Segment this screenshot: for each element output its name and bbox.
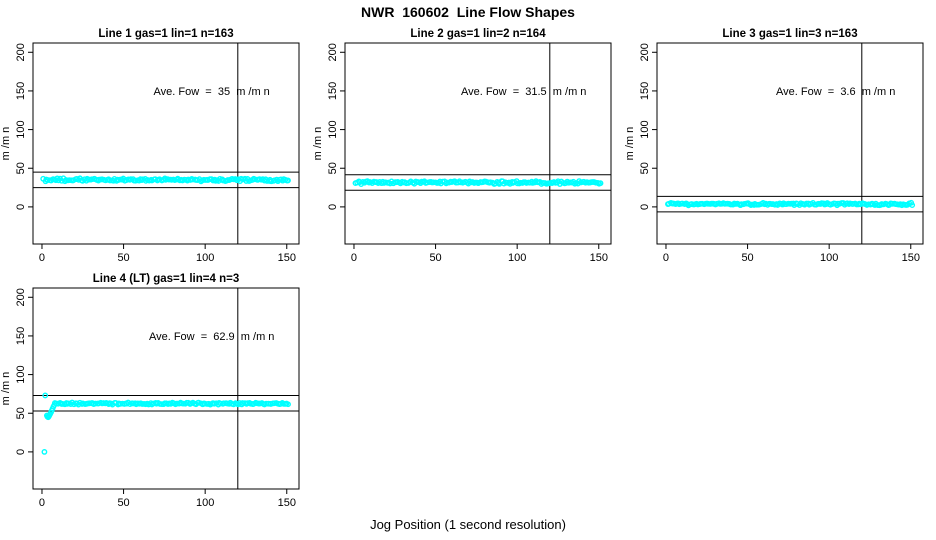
y-axis-label: m /m n	[624, 127, 636, 161]
x-axis-label: Jog Position (1 second resolution)	[370, 517, 566, 532]
data-point	[268, 178, 275, 185]
plot-box	[656, 42, 924, 245]
y-tick-label: 200	[15, 288, 27, 306]
y-tick-label: 0	[639, 204, 651, 210]
x-tick-label: 100	[508, 252, 526, 264]
y-tick-label: 100	[15, 365, 27, 383]
y-tick-label: 150	[15, 327, 27, 345]
average-flow-annotation: Ave. Fow = 3.6 m /m n	[776, 86, 895, 98]
x-tick-label: 150	[278, 252, 296, 264]
x-tick-label: 100	[196, 252, 214, 264]
x-tick-label: 50	[429, 252, 441, 264]
y-tick-label: 0	[327, 204, 339, 210]
plot-box	[32, 42, 300, 245]
x-tick-label: 50	[117, 497, 129, 509]
y-tick-label: 50	[15, 162, 27, 174]
x-tick-label: 50	[117, 252, 129, 264]
x-tick-label: 100	[196, 497, 214, 509]
y-tick-label: 50	[327, 162, 339, 174]
y-axis-label: m /m n	[0, 372, 12, 406]
y-tick-label: 100	[15, 120, 27, 138]
y-axis-label: m /m n	[312, 127, 324, 161]
x-tick-label: 100	[820, 252, 838, 264]
y-tick-label: 200	[327, 43, 339, 61]
y-tick-label: 100	[639, 120, 651, 138]
data-point	[44, 177, 51, 183]
subplot-title: Line 4 (LT) gas=1 lin=4 n=3	[93, 273, 239, 285]
x-tick-label: 0	[351, 252, 357, 264]
plot-box	[32, 287, 300, 490]
subplot-line-3: Line 3 gas=1 lin=3 n=163 0 50 100 150 0 50 100 1…	[624, 28, 924, 264]
data-point	[909, 202, 916, 209]
subplot-line-2: Line 2 gas=1 lin=2 n=164 0 50 100 150 0 50 100 1…	[312, 28, 612, 264]
y-tick-label: 100	[327, 120, 339, 138]
data-points	[40, 175, 291, 185]
x-tick-label: 0	[663, 252, 669, 264]
data-point	[42, 392, 49, 399]
data-point	[92, 400, 99, 407]
data-point	[285, 177, 291, 184]
y-tick-label: 0	[15, 204, 27, 210]
data-points	[41, 392, 291, 455]
x-tick-label: 0	[39, 252, 45, 264]
subplot-line-4: Line 4 (LT) gas=1 lin=4 n=3 0 50 100 150 0 50 1…	[0, 273, 300, 509]
subplot-line-1: Line 1 gas=1 lin=1 n=163 0 50 100 150 0 50 100 1…	[0, 28, 300, 264]
y-tick-label: 150	[15, 82, 27, 100]
figure-title: NWR 160602 Line Flow Shapes	[361, 4, 575, 20]
y-tick-label: 50	[15, 407, 27, 419]
average-flow-annotation: Ave. Fow = 62.9 m /m n	[149, 331, 274, 343]
average-flow-annotation: Ave. Fow = 35 m /m n	[154, 86, 270, 98]
y-axis-label: m /m n	[0, 127, 12, 161]
data-point	[597, 180, 604, 187]
plot-box	[344, 42, 612, 245]
x-tick-label: 150	[590, 252, 608, 264]
subplot-title: Line 2 gas=1 lin=2 n=164	[410, 28, 546, 40]
data-point	[217, 400, 224, 407]
subplot-title: Line 3 gas=1 lin=3 n=163	[722, 28, 857, 40]
y-tick-label: 150	[327, 82, 339, 100]
x-tick-label: 50	[741, 252, 753, 264]
x-tick-label: 150	[278, 497, 296, 509]
average-flow-annotation: Ave. Fow = 31.5 m /m n	[461, 86, 586, 98]
data-point	[285, 401, 291, 408]
y-tick-label: 150	[639, 82, 651, 100]
x-tick-label: 0	[39, 497, 45, 509]
y-tick-label: 0	[15, 449, 27, 455]
data-point	[180, 400, 187, 407]
y-tick-label: 200	[639, 43, 651, 61]
data-points	[665, 199, 916, 209]
y-tick-label: 50	[639, 162, 651, 174]
data-points	[352, 178, 604, 187]
y-tick-label: 200	[15, 43, 27, 61]
subplot-title: Line 1 gas=1 lin=1 n=163	[98, 28, 233, 40]
data-point	[41, 448, 48, 455]
x-tick-label: 150	[902, 252, 920, 264]
